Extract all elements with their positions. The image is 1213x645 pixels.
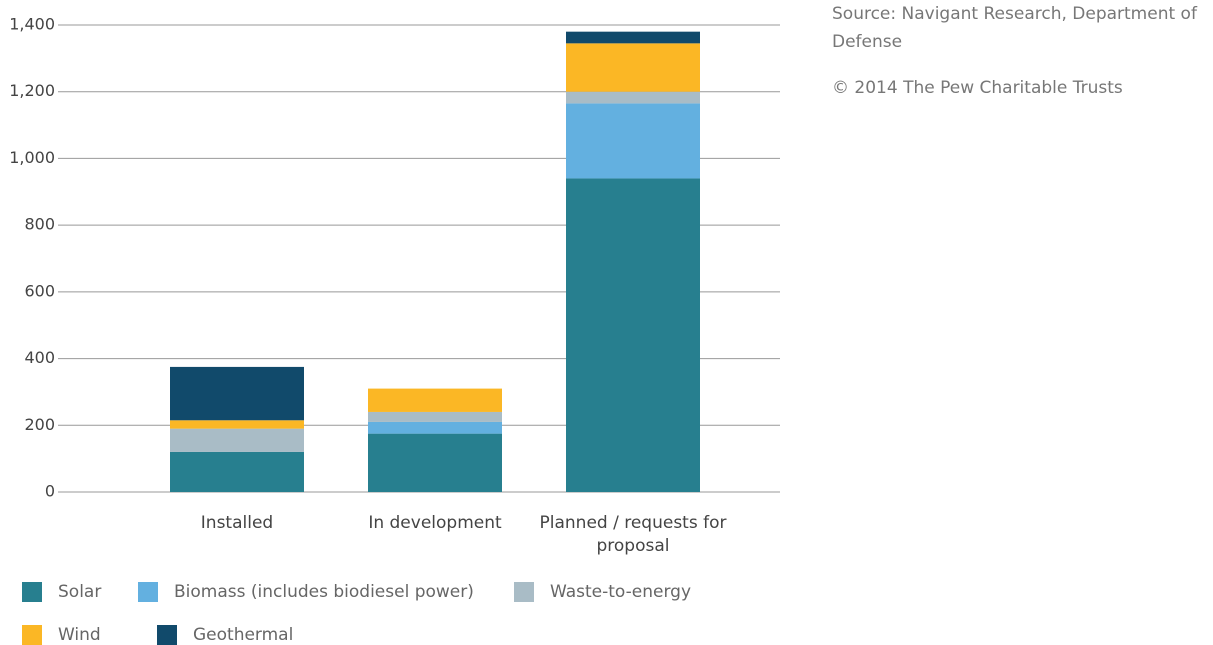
bar-segment <box>368 411 502 422</box>
legend-item: Biomass (includes biodiesel power) <box>138 582 474 602</box>
legend-swatch <box>22 625 42 645</box>
y-tick-label: 1,400 <box>9 15 55 34</box>
bar-segment <box>170 420 304 429</box>
legend-swatch <box>22 582 42 602</box>
x-tick-label: Installed <box>200 513 274 533</box>
chart: 0 200 400 600 800 1,000 1,200 1,400 <box>9 15 780 501</box>
legend-label: Biomass (includes biodiesel power) <box>174 582 474 602</box>
bar-segment <box>170 451 304 492</box>
legend-label: Waste-to-energy <box>550 582 692 602</box>
bar-segment <box>566 31 700 44</box>
legend-label: Solar <box>58 582 102 602</box>
legend-label: Wind <box>58 625 101 645</box>
bar-segment <box>170 428 304 452</box>
bar-segment <box>368 421 502 434</box>
bar-segment <box>566 178 700 492</box>
legend-item: Wind <box>22 625 101 645</box>
y-tick-label: 800 <box>24 215 55 234</box>
copyright-note: © 2014 The Pew Charitable Trusts <box>832 78 1123 98</box>
y-tick-label: 1,000 <box>9 148 55 167</box>
source-note: Source: Navigant Research, Department of… <box>832 4 1197 52</box>
legend-swatch <box>138 582 158 602</box>
y-tick-label: 600 <box>24 281 55 300</box>
legend-label: Geothermal <box>193 625 294 645</box>
y-tick-label: 1,200 <box>9 81 55 100</box>
bar-segment <box>368 388 502 412</box>
x-tick-label: Planned / requests for proposal <box>539 513 727 556</box>
bar-segment <box>566 43 700 92</box>
y-tick-label: 200 <box>24 415 55 434</box>
y-tick-label: 0 <box>45 482 55 501</box>
bar-segment <box>566 91 700 104</box>
y-tick-label: 400 <box>24 348 55 367</box>
x-tick-label: In development <box>368 513 502 533</box>
bar-segment <box>170 366 304 421</box>
legend-item: Solar <box>22 582 101 602</box>
bar-segment <box>566 103 700 179</box>
legend-item: Geothermal <box>157 625 293 645</box>
bar-segment <box>368 433 502 492</box>
legend-item: Waste-to-energy <box>514 582 691 602</box>
legend-swatch <box>514 582 534 602</box>
legend-swatch <box>157 625 177 645</box>
